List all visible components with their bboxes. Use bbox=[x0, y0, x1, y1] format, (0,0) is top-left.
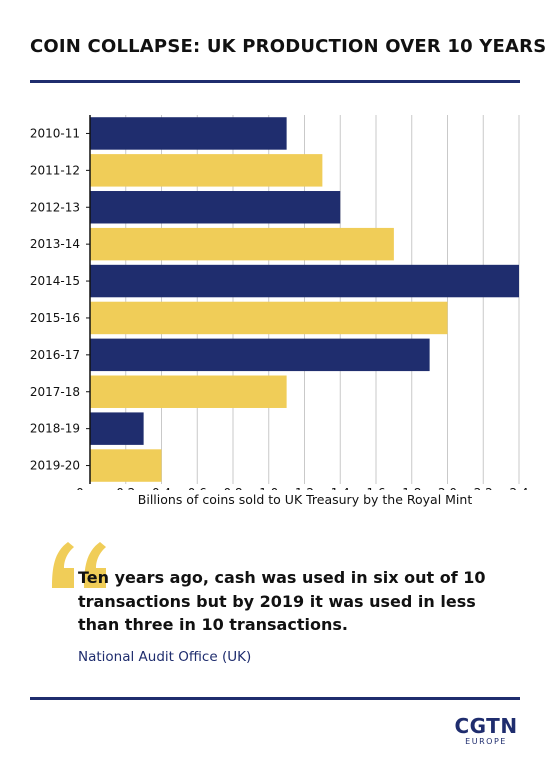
bar-2017-18 bbox=[90, 375, 287, 408]
bar-2018-19 bbox=[90, 412, 144, 445]
x-tick-label: 0.8 bbox=[223, 486, 242, 490]
bar-2011-12 bbox=[90, 154, 323, 187]
quote-source: National Audit Office (UK) bbox=[78, 649, 252, 665]
x-tick-label: 2.0 bbox=[438, 486, 457, 490]
x-tick-label: 1.6 bbox=[366, 486, 385, 490]
x-tick-label: 0 bbox=[76, 486, 84, 490]
top-divider bbox=[30, 80, 520, 83]
logo-sub-text: EUROPE bbox=[465, 737, 507, 746]
chart-axes: 0 0.2 0.4 0.6 0.8 1.0 1.2 1.4 1.6 1.8 2.0 2.2 2.4 201… bbox=[30, 115, 529, 490]
x-tick-label: 1.2 bbox=[295, 486, 314, 490]
x-tick-label: 1.8 bbox=[402, 486, 421, 490]
y-tick-label: 2014-15 bbox=[30, 274, 80, 288]
bar-2010-11 bbox=[90, 117, 287, 150]
bar-2016-17 bbox=[90, 338, 430, 372]
y-tick-label: 2018-19 bbox=[30, 422, 80, 436]
quote-mark-icon bbox=[52, 542, 106, 588]
x-tick-label: 1.0 bbox=[259, 486, 278, 490]
bar-2014-15 bbox=[90, 264, 519, 298]
y-tick-label: 2015-16 bbox=[30, 311, 80, 325]
bar-2013-14 bbox=[90, 227, 394, 261]
y-tick-label: 2019-20 bbox=[30, 459, 80, 473]
x-tick-label: 0.6 bbox=[188, 486, 207, 490]
x-tick-label: 0.2 bbox=[116, 486, 135, 490]
logo-main-text: CGTN bbox=[454, 714, 518, 738]
bar-2019-20 bbox=[90, 449, 162, 482]
y-tick-label: 2012-13 bbox=[30, 200, 80, 214]
x-tick-label: 2.4 bbox=[509, 486, 528, 490]
y-tick-label: 2013-14 bbox=[30, 237, 80, 251]
page-title: COIN COLLAPSE: UK PRODUCTION OVER 10 YEA… bbox=[30, 36, 547, 57]
x-tick-label: 1.4 bbox=[331, 486, 350, 490]
x-tick-label: 0.4 bbox=[152, 486, 171, 490]
y-tick-label: 2016-17 bbox=[30, 348, 80, 362]
y-tick-label: 2011-12 bbox=[30, 163, 80, 177]
bar-2012-13 bbox=[90, 191, 341, 224]
x-tick-label: 2.2 bbox=[474, 486, 493, 490]
bottom-divider bbox=[30, 697, 520, 700]
x-axis-label: Billions of coins sold to UK Treasury by… bbox=[137, 492, 473, 507]
quote-text: Ten years ago, cash was used in six out … bbox=[78, 568, 486, 634]
y-tick-label: 2017-18 bbox=[30, 385, 80, 399]
chart-bars bbox=[90, 117, 519, 482]
cgtn-logo: CGTN EUROPE bbox=[444, 715, 528, 747]
bar-chart: 0 0.2 0.4 0.6 0.8 1.0 1.2 1.4 1.6 1.8 2.0 2.2 2.4 201… bbox=[30, 115, 529, 490]
bar-2015-16 bbox=[90, 301, 448, 335]
y-tick-label: 2010-11 bbox=[30, 126, 80, 140]
